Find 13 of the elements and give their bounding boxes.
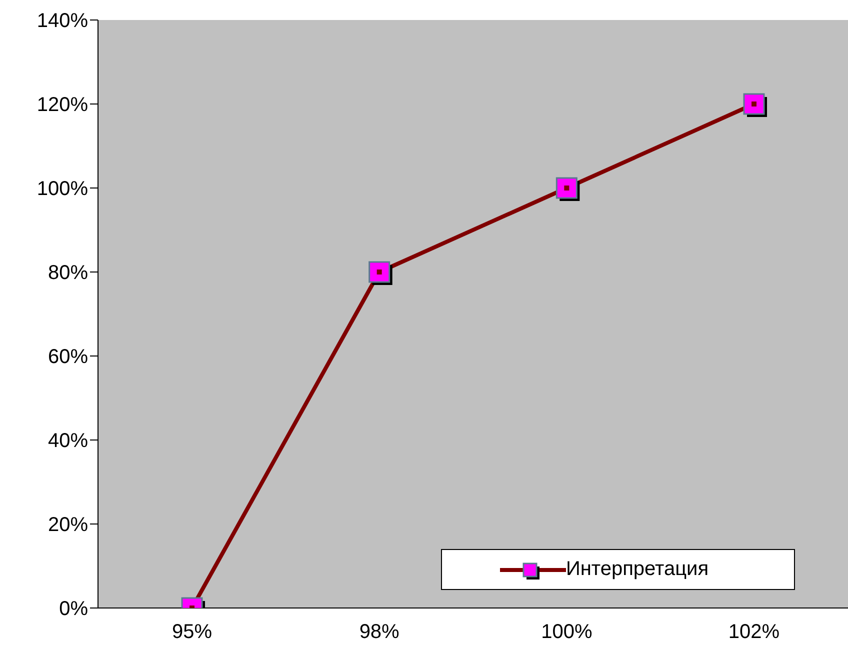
y-tick-label: 140% bbox=[36, 10, 88, 32]
y-tick-label: 20% bbox=[48, 514, 88, 536]
x-tick-label: 98% bbox=[359, 621, 400, 644]
y-tick-label: 100% bbox=[36, 178, 88, 200]
x-tick-label: 95% bbox=[172, 621, 212, 644]
x-tick-label: 102% bbox=[728, 621, 780, 644]
x-tick-label: 100% bbox=[541, 621, 592, 644]
legend-label: Интерпретация bbox=[566, 558, 709, 581]
y-tick-label: 80% bbox=[48, 262, 88, 284]
y-tick-label: 40% bbox=[48, 430, 88, 452]
y-tick-label: 120% bbox=[36, 94, 88, 116]
y-tick-label: 60% bbox=[48, 346, 88, 368]
y-tick-label: 0% bbox=[59, 598, 88, 620]
